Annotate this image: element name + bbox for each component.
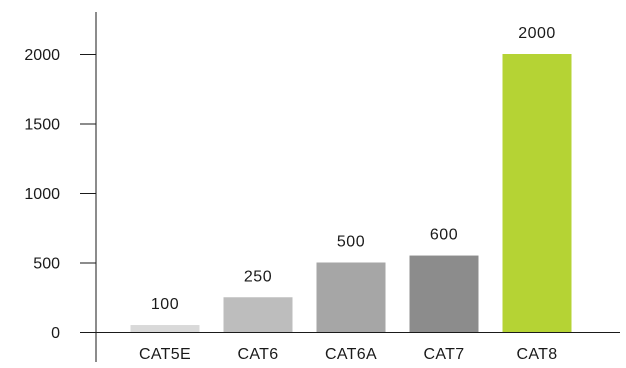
value-labels-group: 100 250 500 600 2000 [151,25,556,313]
bar-cat5e [130,325,200,332]
value-label-cat7: 600 [430,227,458,244]
category-label-cat5e: CAT5E [139,346,191,363]
value-label-cat8: 2000 [518,25,556,42]
value-label-cat6a: 500 [337,234,365,251]
y-tick-label: 1500 [24,117,60,134]
value-label-cat6: 250 [244,268,272,285]
bar-cat8 [502,54,572,332]
bar-cat6 [223,297,293,332]
bar-cat7 [409,255,479,332]
bars-group [130,54,572,332]
category-label-cat6a: CAT6A [325,346,377,363]
y-axis-ticks: 0 500 1000 1500 2000 [24,47,96,342]
y-tick-label: 1000 [24,186,60,203]
y-tick-label: 500 [33,256,60,273]
category-label-cat6: CAT6 [238,346,279,363]
value-label-cat5e: 100 [151,296,179,313]
bar-cat6a [316,262,386,332]
y-tick-label: 2000 [24,47,60,64]
category-label-cat8: CAT8 [517,346,558,363]
y-tick-label: 0 [51,325,60,342]
category-labels-group: CAT5E CAT6 CAT6A CAT7 CAT8 [139,346,557,363]
category-label-cat7: CAT7 [424,346,465,363]
